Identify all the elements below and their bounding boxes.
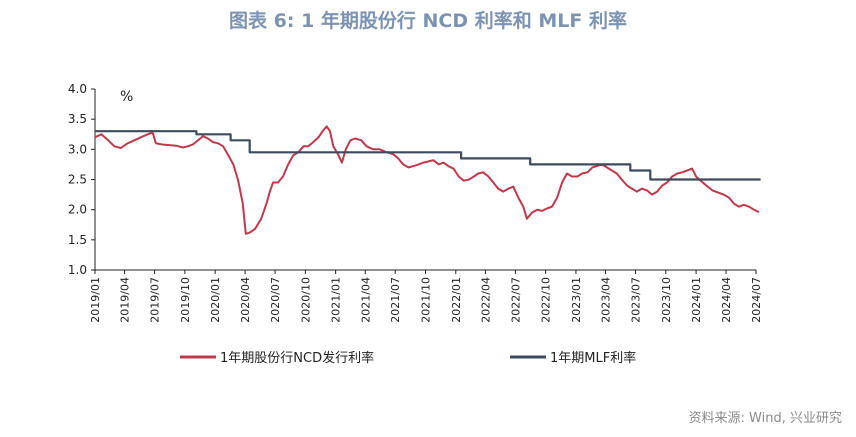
- x-tick-label: 2022/07: [509, 277, 522, 323]
- y-tick-label: 3.5: [68, 112, 87, 126]
- x-tick-label: 2023/07: [630, 277, 643, 323]
- x-tick-label: 2019/10: [179, 277, 192, 323]
- x-tick-label: 2020/10: [299, 277, 312, 323]
- source-note: 资料来源: Wind, 兴业研究: [688, 411, 842, 426]
- x-tick-label: 2023/04: [600, 277, 613, 323]
- x-tick-label: 2023/01: [570, 277, 583, 323]
- chart-title: 图表 6: 1 年期股份行 NCD 利率和 MLF 利率: [229, 10, 627, 32]
- x-tick-label: 2023/10: [660, 277, 673, 323]
- legend-label-ncd: 1年期股份行NCD发行利率: [220, 350, 374, 366]
- x-tick-label: 2021/10: [420, 277, 433, 323]
- x-tick-label: 2019/04: [119, 277, 132, 323]
- y-tick-label: 1.5: [68, 233, 87, 247]
- y-tick-label: 3.0: [68, 142, 87, 156]
- x-tick-label: 2024/04: [720, 277, 733, 323]
- mlf-rate-line: [95, 130, 761, 181]
- x-tick-label: 2024/01: [690, 277, 703, 323]
- x-tick-label: 2019/01: [89, 277, 102, 323]
- y-tick-label: 1.0: [68, 263, 87, 277]
- legend-label-mlf: 1年期MLF利率: [550, 350, 636, 366]
- x-tick-label: 2022/04: [479, 277, 492, 323]
- x-tick-label: 2019/07: [149, 277, 162, 323]
- ncd-rate-line: [94, 125, 760, 235]
- x-tick-label: 2022/10: [540, 277, 553, 323]
- x-tick-label: 2021/01: [330, 277, 343, 323]
- x-tick-label: 2021/04: [359, 277, 372, 323]
- x-tick-label: 2022/01: [450, 277, 463, 323]
- x-tick-label: 2021/07: [389, 277, 402, 323]
- x-tick-label: 2024/07: [750, 277, 763, 323]
- y-tick-label: 2.0: [68, 203, 87, 217]
- y-tick-label: 2.5: [68, 173, 87, 187]
- x-tick-label: 2020/04: [239, 277, 252, 323]
- x-tick-label: 2020/07: [269, 277, 282, 323]
- y-tick-label: 4.0: [68, 82, 87, 96]
- y-unit-label: %: [120, 89, 133, 105]
- x-tick-label: 2020/01: [209, 277, 222, 323]
